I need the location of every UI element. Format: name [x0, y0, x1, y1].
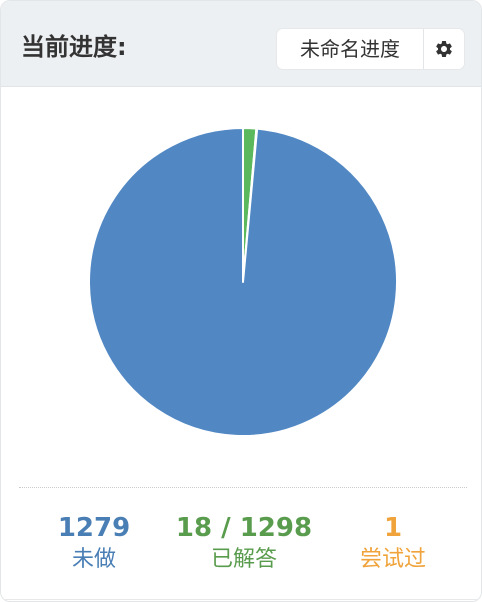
stat-solved: 18 / 1298 已解答 — [159, 511, 329, 575]
session-selector-group: 未命名进度 — [277, 29, 464, 69]
stat-attempted-label: 尝试过 — [359, 547, 426, 572]
stat-solved-label: 已解答 — [210, 547, 277, 572]
stat-todo-label: 未做 — [71, 547, 116, 572]
stat-todo-value: 1279 — [57, 513, 131, 543]
progress-chart-area — [1, 87, 481, 483]
stat-todo: 1279 未做 — [9, 511, 179, 575]
stat-attempted: 1 尝试过 — [308, 511, 478, 575]
pie-slice-2 — [88, 127, 398, 437]
stat-solved-value: 18 / 1298 — [175, 513, 313, 543]
session-name-button[interactable]: 未命名进度 — [277, 29, 424, 69]
progress-header: 当前进度: 未命名进度 — [1, 1, 481, 87]
session-settings-button[interactable] — [424, 29, 464, 69]
stat-attempted-value: 1 — [383, 513, 403, 543]
progress-pie-chart — [88, 127, 398, 437]
gear-icon — [436, 40, 452, 57]
progress-title: 当前进度: — [21, 33, 127, 61]
progress-stats: 1279 未做 18 / 1298 已解答 1 尝试过 — [1, 511, 481, 591]
stats-divider — [19, 487, 467, 488]
card-bottom-line — [1, 599, 481, 600]
